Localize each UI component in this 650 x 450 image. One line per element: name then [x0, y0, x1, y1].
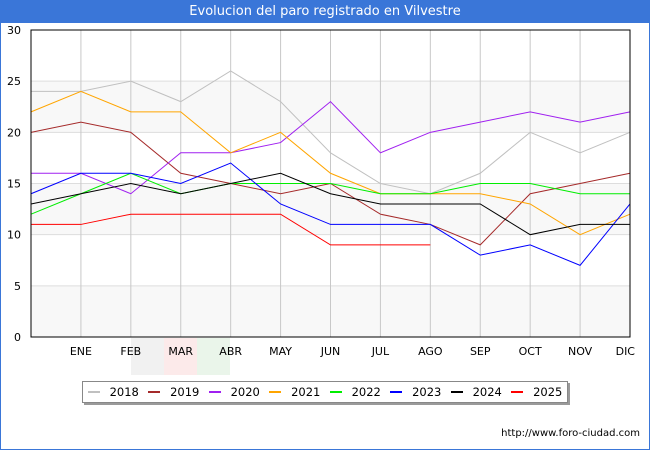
legend-item-2019: 2019 [148, 385, 199, 399]
legend-label: 2024 [472, 385, 502, 399]
x-tick-label: AGO [418, 345, 443, 358]
x-tick-label: FEB [120, 345, 141, 358]
y-tick-label: 0 [14, 331, 21, 344]
series-lines [30, 70, 631, 266]
series-line-2025 [31, 213, 431, 246]
x-tick-label: MAY [269, 345, 292, 358]
plot-border [30, 29, 631, 338]
y-tick-label: 30 [7, 24, 21, 37]
legend-label: 2021 [291, 385, 321, 399]
watermark-stripe [131, 338, 164, 375]
chart-title: Evolucion del paro registrado en Vilvest… [0, 0, 650, 23]
legend-label: 2020 [230, 385, 260, 399]
x-tick-label: JUL [371, 345, 390, 358]
watermark-stripe [164, 338, 197, 375]
legend-swatch [329, 391, 342, 393]
legend-item-2021: 2021 [269, 385, 320, 399]
x-tick-labels: ENE FEB MAR ABR MAY JUN JUL AGO SEP OCT NOV DIC [70, 345, 635, 358]
legend-swatch [208, 391, 221, 393]
axes [30, 29, 631, 338]
legend-item-2018: 2018 [87, 385, 139, 399]
flag-watermark [131, 338, 230, 375]
legend-swatch [450, 391, 463, 393]
source-url: http://www.foro-ciudad.com [501, 428, 640, 439]
legend-swatch [511, 391, 524, 393]
legend-label: 2019 [170, 385, 200, 399]
series-line-2023 [30, 162, 631, 266]
x-tick-label: ENE [70, 345, 92, 358]
x-tick-label: DIC [616, 345, 636, 358]
y-tick-labels: 0 5 10 15 20 25 30 [7, 24, 21, 344]
x-tick-label: MAR [168, 345, 193, 358]
x-tick-label: JUN [320, 345, 341, 358]
legend-swatch [148, 391, 161, 393]
y-tick-label: 25 [7, 75, 21, 88]
y-tick-label: 10 [7, 229, 21, 242]
legend-label: 2025 [533, 385, 563, 399]
legend-item-2024: 2024 [450, 385, 502, 399]
legend-label: 2022 [351, 385, 381, 399]
series-line-2018 [31, 70, 631, 195]
legend-label: 2018 [109, 385, 139, 399]
y-tick-label: 20 [7, 126, 21, 139]
x-tick-label: ABR [219, 345, 242, 358]
legend: 2018 2019 2020 2021 2022 2023 2024 2025 [82, 381, 568, 403]
watermark-stripe [197, 338, 230, 375]
legend-swatch [87, 391, 100, 393]
series-line-2024 [30, 172, 630, 236]
legend-label: 2023 [412, 385, 442, 399]
legend-item-2025: 2025 [511, 385, 562, 399]
legend-swatch [269, 391, 282, 393]
legend-item-2020: 2020 [208, 385, 260, 399]
y-tick-label: 15 [7, 178, 21, 191]
series-line-2021 [30, 90, 631, 236]
y-tick-label: 5 [14, 280, 21, 293]
legend-item-2023: 2023 [390, 385, 441, 399]
legend-swatch [390, 391, 403, 393]
x-tick-label: OCT [519, 345, 542, 358]
x-tick-label: NOV [568, 345, 593, 358]
legend-item-2022: 2022 [329, 385, 381, 399]
series-line-2020 [31, 100, 631, 195]
x-tick-label: SEP [470, 345, 491, 358]
